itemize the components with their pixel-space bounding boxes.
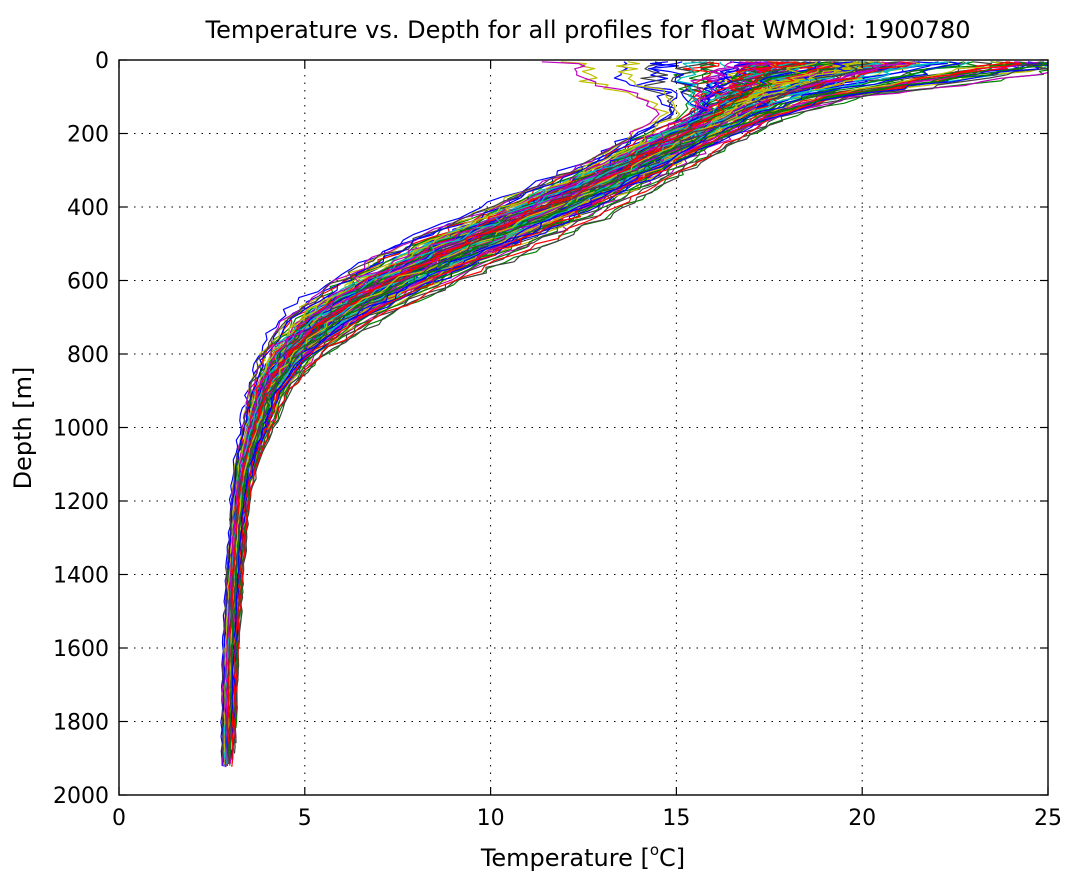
series-layer [220, 61, 1048, 768]
svg-text:Temperature [oC]: Temperature [oC] [480, 841, 685, 872]
temperature-profile-line [229, 61, 1048, 754]
y-tick-label: 1200 [53, 490, 109, 515]
temperature-profile-line [228, 61, 870, 762]
temperature-profile-line [230, 61, 961, 726]
x-tick-label: 20 [848, 806, 876, 831]
temperature-profile-line [231, 61, 1022, 760]
grid-layer [119, 60, 1048, 795]
temperature-profile-line [224, 61, 758, 764]
temperature-profile-line [223, 61, 681, 765]
temperature-profile-line [222, 61, 676, 744]
y-tick-label: 800 [67, 343, 109, 368]
x-tick-label: 5 [298, 806, 312, 831]
x-tick-label: 15 [662, 806, 690, 831]
y-tick-label: 600 [67, 270, 109, 295]
y-tick-label: 1400 [53, 564, 109, 589]
y-tick-label: 200 [67, 123, 109, 148]
chart-title: Temperature vs. Depth for all profiles f… [204, 16, 970, 44]
x-axis-label-superscript: o [650, 841, 659, 859]
y-tick-label: 1600 [53, 637, 109, 662]
temperature-profile-line [234, 63, 1048, 744]
y-axis-label: Depth [m] [9, 367, 37, 490]
x-tick-label: 0 [112, 806, 126, 831]
temperature-profile-line [226, 61, 807, 737]
temperature-profile-line [225, 61, 838, 729]
temperature-profile-line [233, 61, 1011, 739]
y-tick-label: 1800 [53, 711, 109, 736]
y-tick-label: 0 [95, 49, 109, 74]
temperature-profile-line [226, 61, 800, 733]
y-tick-label: 400 [67, 196, 109, 221]
x-tick-label: 25 [1034, 806, 1062, 831]
tick-layer: 0 5 10 15 20 25 0 200 400 600 800 1000 1200 1400 1600 1… [53, 49, 1062, 831]
x-axis-label: Temperature [oC] [480, 841, 685, 872]
x-axis-label-text: Temperature [ [480, 844, 650, 872]
x-tick-label: 10 [477, 806, 505, 831]
y-tick-label: 2000 [53, 784, 109, 809]
x-axis-label-unit: C] [659, 844, 685, 872]
y-tick-label: 1000 [53, 417, 109, 442]
